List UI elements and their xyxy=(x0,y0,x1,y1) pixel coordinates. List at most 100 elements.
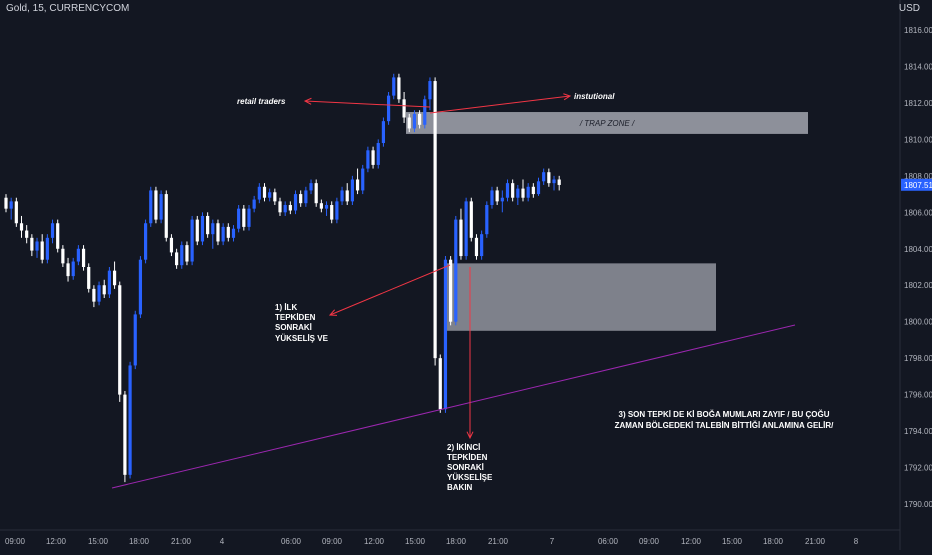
candle[interactable] xyxy=(386,95,391,122)
candle[interactable] xyxy=(25,230,29,238)
candle[interactable] xyxy=(464,201,468,257)
candle[interactable] xyxy=(278,201,282,213)
candle[interactable] xyxy=(61,248,65,264)
institutional-arrow[interactable] xyxy=(429,95,571,114)
candle[interactable] xyxy=(480,234,484,257)
candle[interactable] xyxy=(516,188,520,198)
candle[interactable] xyxy=(345,190,349,202)
candle[interactable] xyxy=(433,81,437,359)
candle[interactable] xyxy=(490,190,494,206)
candle[interactable] xyxy=(40,241,44,260)
candle[interactable] xyxy=(221,226,225,242)
candle[interactable] xyxy=(376,143,380,165)
candle[interactable] xyxy=(531,186,535,195)
candle[interactable] xyxy=(511,183,515,198)
candle[interactable] xyxy=(521,188,525,198)
candle[interactable] xyxy=(361,168,365,191)
candle[interactable] xyxy=(35,241,39,251)
retail-arrow[interactable] xyxy=(304,100,431,108)
candle[interactable] xyxy=(4,197,8,209)
candle[interactable] xyxy=(293,194,298,211)
candle[interactable] xyxy=(211,223,215,235)
candle[interactable] xyxy=(268,192,272,198)
candle[interactable] xyxy=(299,194,303,204)
candle[interactable] xyxy=(428,81,432,100)
candle[interactable] xyxy=(392,77,396,96)
candle[interactable] xyxy=(237,208,241,229)
candle[interactable] xyxy=(330,205,334,220)
candle[interactable] xyxy=(112,270,117,286)
candle[interactable] xyxy=(128,365,132,475)
candle[interactable] xyxy=(206,215,210,235)
candle[interactable] xyxy=(304,190,308,204)
candle[interactable] xyxy=(340,190,344,202)
candle[interactable] xyxy=(149,190,153,224)
candle[interactable] xyxy=(542,172,546,182)
candle[interactable] xyxy=(180,245,184,266)
candle[interactable] xyxy=(547,172,551,184)
candle[interactable] xyxy=(81,248,86,267)
demand-zone[interactable] xyxy=(444,263,716,331)
candle[interactable] xyxy=(159,194,163,220)
candle[interactable] xyxy=(552,179,556,184)
candle[interactable] xyxy=(216,223,220,242)
candle[interactable] xyxy=(314,183,318,204)
candle[interactable] xyxy=(350,179,354,202)
candle[interactable] xyxy=(418,113,422,125)
candle[interactable] xyxy=(402,99,406,118)
candle[interactable] xyxy=(469,201,473,238)
candle[interactable] xyxy=(397,77,401,100)
candle[interactable] xyxy=(335,201,339,220)
candle[interactable] xyxy=(474,237,479,257)
candle[interactable] xyxy=(9,201,13,209)
candle[interactable] xyxy=(412,113,417,129)
candle[interactable] xyxy=(324,205,329,209)
candle[interactable] xyxy=(443,259,448,410)
candle[interactable] xyxy=(19,223,24,231)
candle[interactable] xyxy=(30,237,34,251)
candle[interactable] xyxy=(407,117,411,129)
candle[interactable] xyxy=(200,215,205,242)
candle[interactable] xyxy=(87,267,91,289)
candle[interactable] xyxy=(288,205,292,211)
candle[interactable] xyxy=(190,219,194,262)
candle[interactable] xyxy=(252,199,256,209)
candle[interactable] xyxy=(257,186,261,200)
candle[interactable] xyxy=(495,190,499,202)
candle[interactable] xyxy=(355,179,360,191)
candle[interactable] xyxy=(454,219,458,322)
candle[interactable] xyxy=(164,194,168,238)
candle[interactable] xyxy=(14,201,18,224)
candle[interactable] xyxy=(76,248,80,262)
candle[interactable] xyxy=(123,394,127,475)
candle[interactable] xyxy=(143,223,148,260)
candle[interactable] xyxy=(231,228,236,238)
candle[interactable] xyxy=(66,263,70,277)
candle[interactable] xyxy=(505,183,510,198)
candle[interactable] xyxy=(423,99,427,125)
candle[interactable] xyxy=(438,358,442,410)
candle[interactable] xyxy=(319,203,323,209)
candle[interactable] xyxy=(449,259,453,322)
candle[interactable] xyxy=(107,270,111,295)
candle[interactable] xyxy=(536,181,541,195)
candle[interactable] xyxy=(273,192,277,202)
candle[interactable] xyxy=(138,259,143,315)
candle[interactable] xyxy=(381,121,386,144)
candle[interactable] xyxy=(309,183,313,191)
candle[interactable] xyxy=(92,288,96,302)
candle[interactable] xyxy=(45,237,49,260)
candle[interactable] xyxy=(97,285,101,302)
candle[interactable] xyxy=(459,219,463,257)
candle[interactable] xyxy=(50,223,55,238)
candle[interactable] xyxy=(226,226,230,238)
candle[interactable] xyxy=(133,314,137,366)
candle[interactable] xyxy=(242,208,246,227)
candle[interactable] xyxy=(283,205,287,213)
candle[interactable] xyxy=(485,205,489,235)
candle[interactable] xyxy=(526,186,530,198)
trap-zone[interactable] xyxy=(406,112,808,134)
trendline[interactable] xyxy=(111,324,796,489)
candle[interactable] xyxy=(175,252,179,266)
